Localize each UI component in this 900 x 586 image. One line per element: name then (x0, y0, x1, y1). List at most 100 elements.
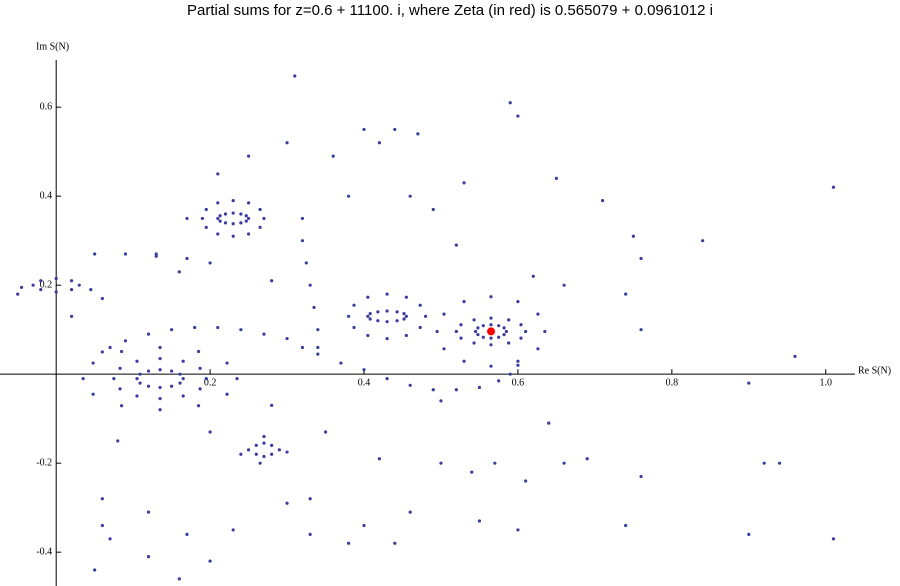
point (231, 199, 235, 203)
point (108, 537, 112, 541)
point (54, 276, 58, 281)
point (39, 279, 43, 283)
x-tick-label: 0.8 (666, 377, 679, 388)
point (316, 345, 320, 350)
point (831, 537, 836, 541)
point (231, 211, 235, 215)
point (93, 252, 97, 256)
point (777, 461, 782, 465)
point (408, 510, 412, 514)
point (404, 295, 408, 299)
point (119, 349, 124, 354)
point (431, 388, 435, 392)
point (416, 132, 420, 136)
point (258, 461, 262, 465)
point (223, 212, 228, 216)
point (304, 261, 308, 265)
point (323, 430, 328, 434)
point (285, 336, 289, 341)
point (200, 216, 204, 221)
point (146, 384, 151, 388)
point (547, 421, 551, 425)
point (208, 261, 212, 265)
point (231, 234, 235, 238)
point (393, 127, 397, 132)
point (31, 283, 35, 287)
point (793, 354, 797, 358)
point (246, 201, 251, 205)
point (368, 312, 372, 316)
point (19, 285, 24, 289)
point (423, 314, 428, 318)
point (204, 207, 208, 212)
point (285, 501, 289, 505)
point (462, 359, 466, 363)
point (170, 328, 174, 332)
point (497, 379, 501, 383)
point (362, 523, 366, 528)
point (459, 323, 463, 327)
point (502, 326, 506, 330)
point (472, 318, 476, 322)
point (402, 317, 406, 321)
point (385, 377, 389, 381)
point (508, 372, 512, 376)
point (285, 141, 289, 145)
point (81, 377, 85, 381)
point (170, 384, 174, 388)
point (516, 528, 520, 532)
point (244, 219, 248, 223)
point (393, 541, 397, 545)
x-tick-label: 0.2 (204, 377, 217, 388)
point (185, 532, 189, 536)
point (262, 434, 266, 439)
point (244, 214, 248, 218)
point (536, 347, 540, 351)
point (158, 397, 162, 401)
point (631, 234, 635, 238)
point (239, 328, 243, 332)
y-tick-label: -0.4 (36, 546, 52, 557)
point (216, 232, 220, 236)
point (225, 392, 229, 396)
point (477, 519, 482, 523)
point (624, 292, 628, 296)
point (459, 336, 463, 340)
point (624, 523, 628, 528)
point (231, 528, 235, 532)
point (473, 329, 478, 334)
point (831, 185, 836, 189)
point (404, 314, 408, 318)
point (158, 385, 162, 390)
point (218, 219, 222, 223)
point (262, 332, 266, 336)
point (442, 312, 446, 316)
y-axis-label: Im S(N) (36, 41, 69, 52)
point (181, 377, 185, 381)
point (366, 295, 370, 299)
point (507, 341, 511, 345)
point (196, 349, 201, 354)
point (216, 172, 220, 176)
point (395, 319, 399, 323)
point (158, 357, 162, 361)
point (285, 450, 289, 454)
point (258, 225, 262, 229)
point (600, 199, 605, 203)
point (158, 368, 162, 372)
point (481, 335, 485, 339)
point (362, 127, 366, 132)
point (135, 394, 139, 398)
x-tick-label: 0.6 (512, 377, 525, 388)
point (308, 283, 312, 287)
point (239, 221, 243, 225)
point (216, 325, 220, 330)
point (239, 452, 243, 456)
point (439, 399, 443, 403)
point (258, 207, 262, 212)
point (178, 381, 182, 385)
point (385, 309, 389, 313)
point (352, 325, 356, 330)
point (146, 510, 151, 514)
point (300, 216, 305, 221)
